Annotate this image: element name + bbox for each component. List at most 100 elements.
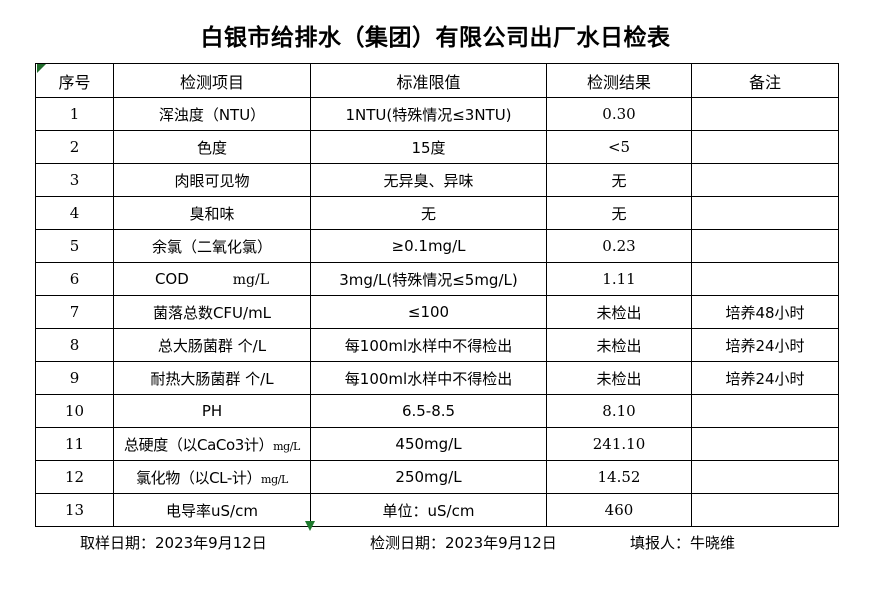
cell-no: 1 <box>35 97 114 131</box>
column-header-result: 检测结果 <box>546 63 692 98</box>
table-body: 1 浑浊度（NTU） 1NTU(特殊情况≤3NTU) 0.30 2 色度 15度 <5 3 肉眼可… <box>35 97 839 527</box>
cell-item: 臭和味 <box>113 196 311 230</box>
cell-limit: 3mg/L(特殊情况≤5mg/L) <box>310 262 547 296</box>
cell-remark <box>691 130 839 164</box>
cell-item-unit: mg/L <box>261 472 288 486</box>
table-row: 8 总大肠菌群 个/L 每100ml水样中不得检出 未检出 培养24小时 <box>35 328 839 362</box>
column-header-limit: 标准限值 <box>310 63 547 98</box>
cell-limit: 6.5-8.5 <box>310 394 547 428</box>
cell-no: 4 <box>35 196 114 230</box>
column-header-item: 检测项目 <box>113 63 311 98</box>
cell-limit: ≤100 <box>310 295 547 329</box>
cell-remark <box>691 493 839 527</box>
cell-remark: 培养24小时 <box>691 328 839 362</box>
cell-no: 2 <box>35 130 114 164</box>
cell-item: 总硬度（以CaCo3计）mg/L <box>113 427 311 461</box>
cell-remark <box>691 229 839 263</box>
cell-result: 无 <box>546 196 692 230</box>
daily-inspection-table: 序号 检测项目 标准限值 检测结果 备注 1 浑浊度（NTU） 1NTU(特殊情况≤… <box>35 63 839 527</box>
table-row: 2 色度 15度 <5 <box>35 130 839 164</box>
cell-item-main: COD <box>154 270 189 288</box>
filler-name-label: 填报人：牛晓维 <box>630 534 736 552</box>
cell-remark <box>691 394 839 428</box>
cell-result: <5 <box>546 130 692 164</box>
cell-no: 5 <box>35 229 114 263</box>
cell-remark <box>691 97 839 131</box>
cell-limit: 每100ml水样中不得检出 <box>310 328 547 362</box>
footer: 取样日期：2023年9月12日 检测日期：2023年9月12日 填报人：牛晓维 <box>35 530 838 556</box>
cell-result: 未检出 <box>546 295 692 329</box>
page-title: 白银市给排水（集团）有限公司出厂水日检表 <box>200 24 671 51</box>
cell-item: 总大肠菌群 个/L <box>113 328 311 362</box>
table-row: 4 臭和味无无 <box>35 196 839 230</box>
cell-no: 7 <box>35 295 114 329</box>
cell-result: 无 <box>546 163 692 197</box>
cell-result: 8.10 <box>546 394 692 428</box>
cell-no: 9 <box>35 361 114 395</box>
cell-remark <box>691 427 839 461</box>
cell-no: 6 <box>35 262 114 296</box>
cell-remark <box>691 196 839 230</box>
cell-result: 1.11 <box>546 262 692 296</box>
cell-item-main: 氯化物（以CL-计） <box>136 468 262 487</box>
table-row: 5 余氯（二氧化氯） ≥0.1mg/L 0.23 <box>35 229 839 263</box>
cell-item: 耐热大肠菌群 个/L <box>113 361 311 395</box>
cell-result: 未检出 <box>546 328 692 362</box>
table-row: 9 耐热大肠菌群 个/L 每100ml水样中不得检出 未检出 培养24小时 <box>35 361 839 395</box>
table-row: 13 电导率uS/cm 单位：uS/cm 460 <box>35 493 839 527</box>
cell-limit: 15度 <box>310 130 547 164</box>
cell-result: 未检出 <box>546 361 692 395</box>
table-row: 1 浑浊度（NTU） 1NTU(特殊情况≤3NTU) 0.30 <box>35 97 839 131</box>
table-header-row: 序号 检测项目 标准限值 检测结果 备注 <box>35 63 839 98</box>
cell-remark <box>691 163 839 197</box>
cell-limit: 450mg/L <box>310 427 547 461</box>
cell-limit: 无异臭、异味 <box>310 163 547 197</box>
cell-remark: 培养48小时 <box>691 295 839 329</box>
cell-item: 菌落总数CFU/mL <box>113 295 311 329</box>
cell-item-main: 总硬度（以CaCo3计） <box>124 435 274 454</box>
test-date-label: 检测日期：2023年9月12日 <box>370 534 557 552</box>
cell-limit: 250mg/L <box>310 460 547 494</box>
cell-no: 11 <box>35 427 114 461</box>
daily-inspection-table-wrapper: 序号 检测项目 标准限值 检测结果 备注 1 浑浊度（NTU） 1NTU(特殊情况≤… <box>35 63 839 527</box>
cell-no: 10 <box>35 394 114 428</box>
column-header-remark: 备注 <box>691 63 839 98</box>
cell-limit: 每100ml水样中不得检出 <box>310 361 547 395</box>
cell-item: 浑浊度（NTU） <box>113 97 311 131</box>
cell-item: 氯化物（以CL-计）mg/L <box>113 460 311 494</box>
cell-limit: ≥0.1mg/L <box>310 229 547 263</box>
cell-no: 3 <box>35 163 114 197</box>
cell-item: 电导率uS/cm <box>113 493 311 527</box>
cell-item-unit: mg/L <box>232 272 270 288</box>
cell-item: 肉眼可见物 <box>113 163 311 197</box>
cell-remark <box>691 460 839 494</box>
cell-no: 8 <box>35 328 114 362</box>
cell-remark <box>691 262 839 296</box>
cell-item-unit: mg/L <box>273 439 300 453</box>
table-row: 12 氯化物（以CL-计）mg/L 250mg/L 14.52 <box>35 460 839 494</box>
table-row: 7 菌落总数CFU/mL ≤100 未检出 培养48小时 <box>35 295 839 329</box>
cell-no: 12 <box>35 460 114 494</box>
cell-result: 0.30 <box>546 97 692 131</box>
cell-limit: 无 <box>310 196 547 230</box>
cell-limit: 单位：uS/cm <box>310 493 547 527</box>
table-row: 6 COD mg/L 3mg/L(特殊情况≤5mg/L) 1.11 <box>35 262 839 296</box>
cell-limit: 1NTU(特殊情况≤3NTU) <box>310 97 547 131</box>
cell-item: PH <box>113 394 311 428</box>
table-row: 11 总硬度（以CaCo3计）mg/L 450mg/L 241.10 <box>35 427 839 461</box>
table-row: 3 肉眼可见物 无异臭、异味无 <box>35 163 839 197</box>
cell-item: COD mg/L <box>113 262 311 296</box>
cell-result: 460 <box>546 493 692 527</box>
column-header-no: 序号 <box>35 63 114 98</box>
cell-remark: 培养24小时 <box>691 361 839 395</box>
cell-result: 0.23 <box>546 229 692 263</box>
comment-marker-bottom-icon <box>305 521 315 531</box>
sample-date-label: 取样日期：2023年9月12日 <box>80 534 267 552</box>
cell-item: 余氯（二氧化氯） <box>113 229 311 263</box>
cell-item: 色度 <box>113 130 311 164</box>
cell-no: 13 <box>35 493 114 527</box>
comment-marker-icon <box>37 64 46 73</box>
cell-result: 14.52 <box>546 460 692 494</box>
table-row: 10 PH 6.5-8.5 8.10 <box>35 394 839 428</box>
cell-result: 241.10 <box>546 427 692 461</box>
